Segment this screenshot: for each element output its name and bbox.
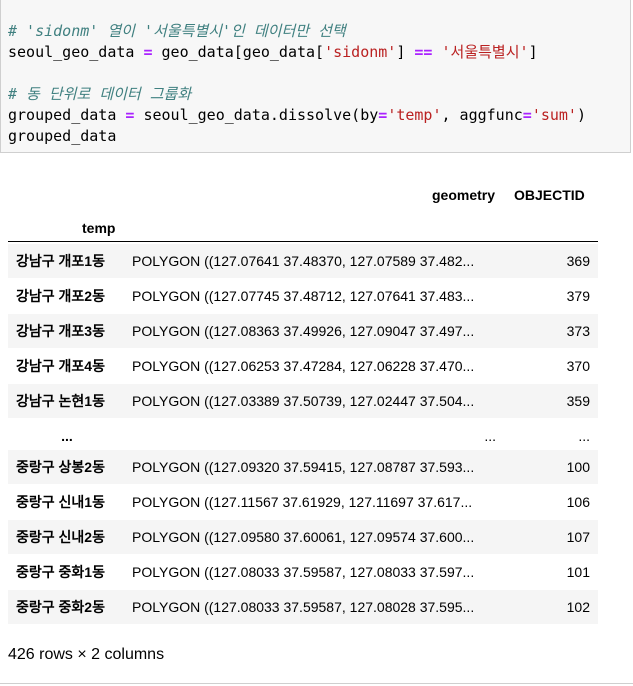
table-row: 중랑구 상봉2동 POLYGON ((127.09320 37.59415, 1… [8,450,598,484]
cell-bottom-divider [0,683,633,684]
row-index: 강남구 개포4동 [16,358,105,374]
code-operator: == [414,43,433,61]
code-cell[interactable]: # 'sidonm' 열이 '서울특별시'인 데이터만 선택 seoul_geo… [0,0,631,153]
table-row: 강남구 개포3동 POLYGON ((127.08363 37.49926, 1… [8,314,598,348]
row-index: 강남구 논현1동 [16,393,105,409]
code-string: 'temp' [387,106,442,124]
code-token [432,43,441,61]
row-index: 강남구 개포1동 [16,253,105,269]
code-operator: = [125,106,135,124]
table-row: 중랑구 중화2동 POLYGON ((127.08033 37.59587, 1… [8,590,598,624]
code-token: ] [528,43,538,61]
geometry-cell: POLYGON ((127.03389 37.50739, 127.02447 … [132,393,475,409]
table-row-ellipsis: ... ... ... [8,419,598,453]
header-divider [8,241,598,242]
code-string: 'sum' [531,106,577,124]
table-row: 강남구 개포4동 POLYGON ((127.06253 37.47284, 1… [8,349,598,383]
geometry-cell: POLYGON ((127.06253 37.47284, 127.06228 … [132,358,475,374]
table-row: 강남구 개포2동 POLYGON ((127.07745 37.48712, 1… [8,279,598,313]
table-row: 강남구 개포1동 POLYGON ((127.07641 37.48370, 1… [8,244,598,278]
row-index: 중랑구 신내1동 [16,494,105,510]
code-line-output-var: grouped_data [8,127,117,145]
row-index: ... [61,428,73,444]
geometry-cell: POLYGON ((127.09320 37.59415, 127.08787 … [132,459,475,475]
code-string: 'sidonm' [324,43,397,61]
code-operator: = [522,106,532,124]
code-comment-line: # 동 단위로 데이터 그룹화 [8,85,192,103]
objectid-cell: 106 [566,494,590,510]
geometry-cell: POLYGON ((127.08363 37.49926, 127.09047 … [132,323,475,339]
table-row: 중랑구 중화1동 POLYGON ((127.08033 37.59587, 1… [8,555,598,589]
code-line-dissolve: grouped_data = seoul_geo_data.dissolve(b… [8,105,586,126]
row-index: 강남구 개포2동 [16,288,105,304]
table-row: 중랑구 신내1동 POLYGON ((127.11567 37.61929, 1… [8,485,598,519]
row-index: 중랑구 중화2동 [16,599,105,615]
column-header-geometry: geometry [432,187,496,203]
code-string: '서울특별시' [441,43,529,61]
objectid-cell: 369 [566,253,590,269]
geometry-cell: POLYGON ((127.07641 37.48370, 127.07589 … [132,253,475,269]
code-token: seoul_geo_data.dissolve(by [134,106,379,124]
table-summary: 426 rows × 2 columns [8,646,165,663]
geometry-cell: POLYGON ((127.08033 37.59587, 127.08033 … [132,564,475,580]
objectid-cell: 370 [566,358,590,374]
objectid-cell: 359 [566,393,590,409]
objectid-cell: 373 [566,323,590,339]
geometry-cell: POLYGON ((127.07745 37.48712, 127.07641 … [132,288,475,304]
objectid-cell: 100 [566,459,590,475]
geometry-cell: POLYGON ((127.09580 37.60061, 127.09574 … [132,529,475,545]
geometry-cell: POLYGON ((127.11567 37.61929, 127.11697 … [132,494,473,510]
code-token: seoul_geo_data [8,43,144,61]
column-header-objectid: OBJECTID [514,187,585,203]
row-index: 중랑구 상봉2동 [16,459,105,475]
index-header: temp [82,220,116,236]
table-row: 강남구 논현1동 POLYGON ((127.03389 37.50739, 1… [8,384,598,418]
row-index: 중랑구 신내2동 [16,529,105,545]
code-operator: = [143,43,153,61]
row-index: 강남구 개포3동 [16,323,105,339]
code-token: geo_data[geo_data[ [152,43,325,61]
code-token: ] [396,43,415,61]
geometry-cell: ... [484,428,496,444]
objectid-cell: 107 [566,529,590,545]
code-comment-line: # 'sidonm' 열이 '서울특별시'인 데이터만 선택 [8,22,346,40]
code-token: ) [576,106,586,124]
geometry-cell: POLYGON ((127.08033 37.59587, 127.08028 … [132,599,475,615]
table-row: 중랑구 신내2동 POLYGON ((127.09580 37.60061, 1… [8,520,598,554]
objectid-cell: 379 [566,288,590,304]
code-line-filter: seoul_geo_data = geo_data[geo_data['sido… [8,42,538,63]
objectid-cell: 101 [566,564,590,580]
code-token: grouped_data [8,106,126,124]
code-token: , aggfunc [441,106,523,124]
code-operator: = [378,106,388,124]
objectid-cell: 102 [566,599,590,615]
objectid-cell: ... [578,428,590,444]
row-index: 중랑구 중화1동 [16,564,105,580]
